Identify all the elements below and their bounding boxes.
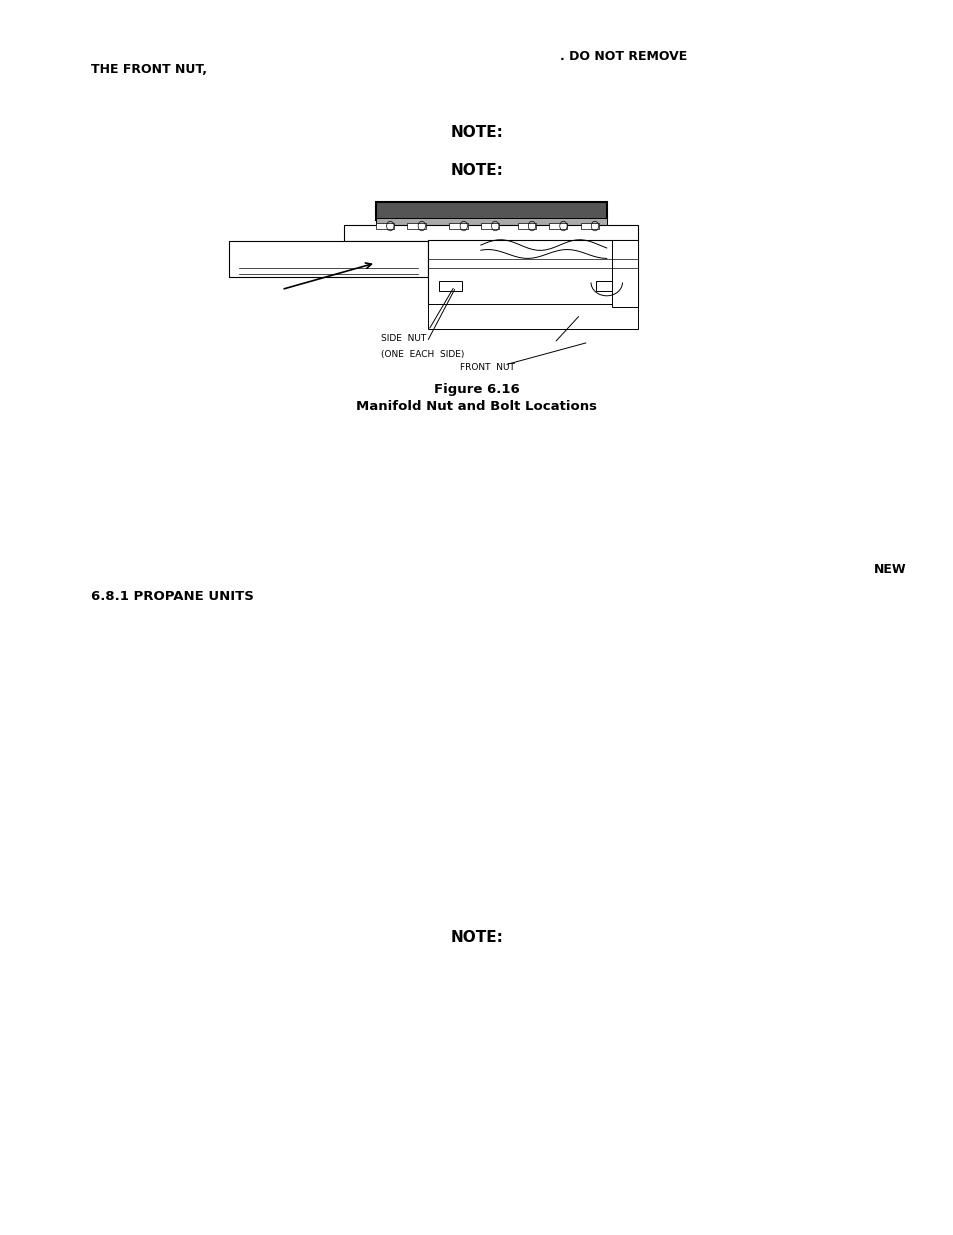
Bar (375, 222, 394, 228)
Text: NOTE:: NOTE: (450, 163, 503, 178)
Text: THE FRONT NUT,: THE FRONT NUT, (91, 63, 207, 77)
Bar (229, 242, 428, 277)
Bar (549, 222, 567, 228)
Bar (480, 222, 498, 228)
Text: . DO NOT REMOVE: . DO NOT REMOVE (559, 49, 686, 63)
Text: FRONT  NUT: FRONT NUT (459, 363, 515, 373)
Bar (517, 222, 536, 228)
Bar (449, 222, 467, 228)
Bar (596, 280, 619, 291)
Text: Manifold Nut and Bolt Locations: Manifold Nut and Bolt Locations (356, 400, 597, 412)
Text: SIDE  NUT: SIDE NUT (380, 333, 426, 343)
Text: 6.8.1 PROPANE UNITS: 6.8.1 PROPANE UNITS (91, 590, 253, 603)
Text: NOTE:: NOTE: (450, 930, 503, 945)
Bar (459, 308, 480, 319)
Text: NOTE:: NOTE: (450, 125, 503, 140)
Bar (407, 222, 425, 228)
Bar (428, 240, 638, 308)
Text: Figure 6.16: Figure 6.16 (434, 383, 519, 396)
Bar (579, 222, 598, 228)
Text: NEW: NEW (873, 563, 905, 576)
Bar (438, 280, 462, 291)
Bar (611, 240, 638, 308)
Bar (375, 203, 606, 220)
Bar (375, 219, 606, 227)
Text: (ONE  EACH  SIDE): (ONE EACH SIDE) (380, 350, 464, 359)
Bar (564, 308, 585, 319)
Bar (428, 304, 638, 329)
Bar (344, 226, 638, 242)
